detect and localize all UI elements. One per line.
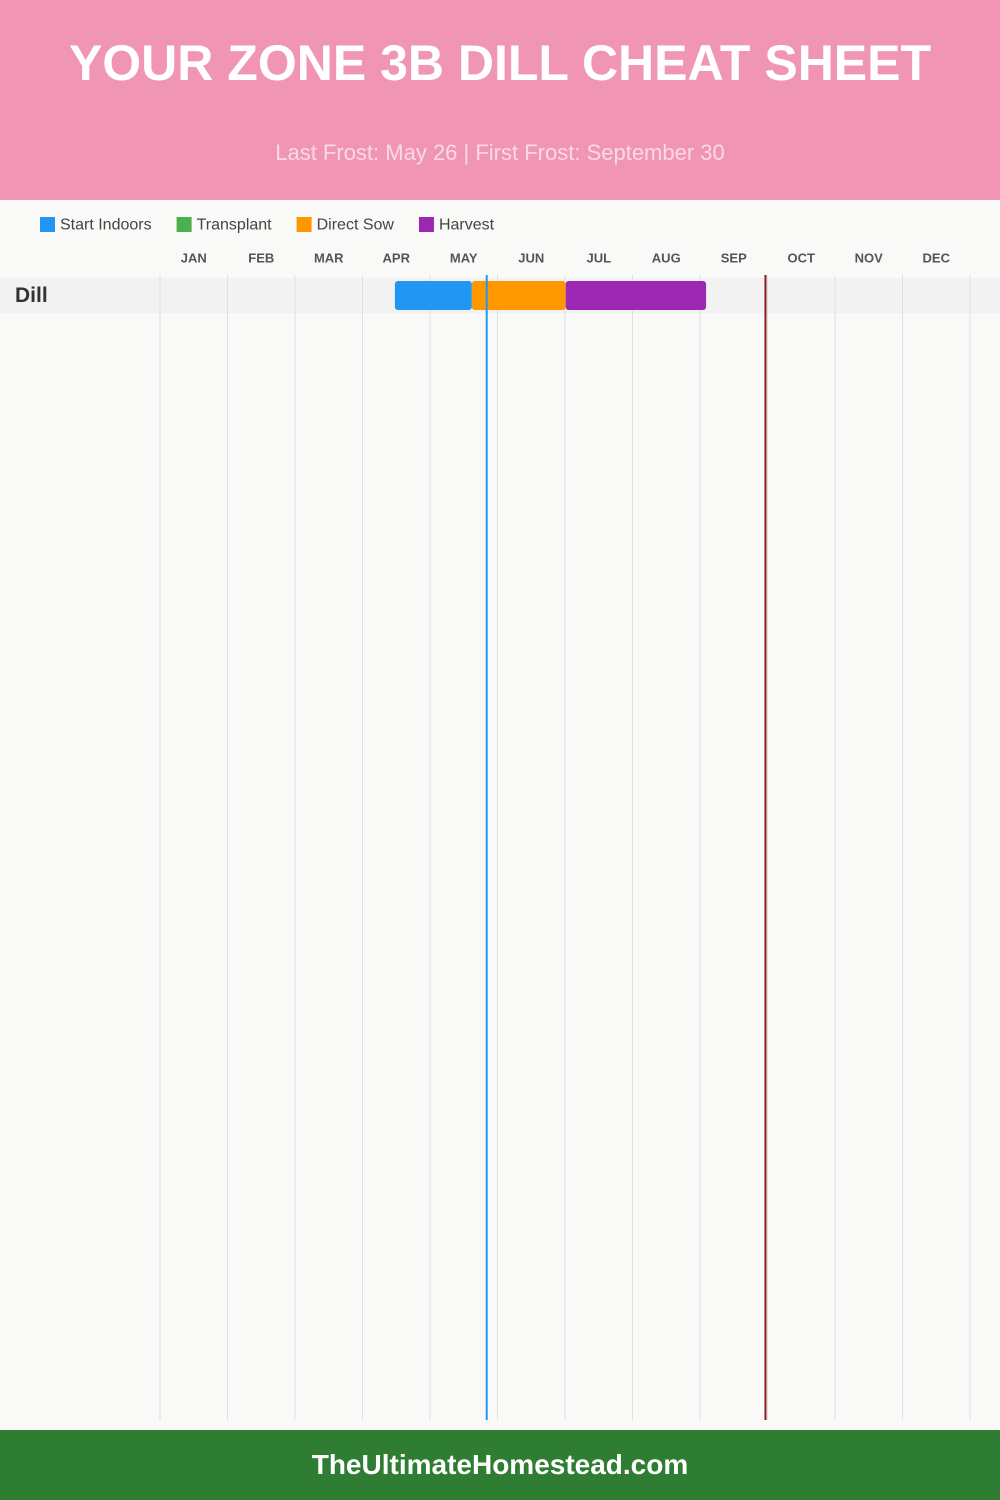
title: YOUR ZONE 3B DILL CHEAT SHEET bbox=[68, 35, 932, 91]
subtitle: Last Frost: May 26 | First Frost: Septem… bbox=[275, 140, 725, 165]
month-label: MAY bbox=[450, 250, 478, 265]
month-label: NOV bbox=[855, 250, 884, 265]
legend-swatch bbox=[176, 217, 192, 232]
legend-label: Transplant bbox=[197, 217, 273, 234]
legend-label: Harvest bbox=[439, 217, 495, 234]
footer: TheUltimateHomestead.com bbox=[0, 1430, 1000, 1500]
month-label: AUG bbox=[652, 250, 681, 265]
legend-swatch bbox=[296, 217, 312, 232]
month-label: JUN bbox=[518, 250, 544, 265]
month-label: APR bbox=[383, 250, 411, 265]
header: YOUR ZONE 3B DILL CHEAT SHEET Last Frost… bbox=[0, 0, 1000, 200]
month-label: FEB bbox=[248, 250, 274, 265]
chart: Start Indoors Transplant Direct Sow Harvest… bbox=[0, 217, 1000, 1420]
legend-label: Direct Sow bbox=[317, 217, 395, 234]
task-bar bbox=[471, 281, 566, 310]
task-bar bbox=[394, 281, 472, 310]
legend-label: Start Indoors bbox=[60, 217, 152, 234]
month-label: SEP bbox=[721, 250, 747, 265]
month-label: OCT bbox=[788, 250, 816, 265]
month-label: MAR bbox=[314, 250, 344, 265]
month-label: DEC bbox=[923, 250, 951, 265]
legend-swatch bbox=[418, 217, 434, 232]
month-label: JAN bbox=[181, 250, 207, 265]
legend-swatch bbox=[40, 217, 55, 232]
month-label: JUL bbox=[586, 250, 611, 265]
row-label: Dill bbox=[15, 284, 48, 307]
task-bar bbox=[565, 281, 707, 310]
